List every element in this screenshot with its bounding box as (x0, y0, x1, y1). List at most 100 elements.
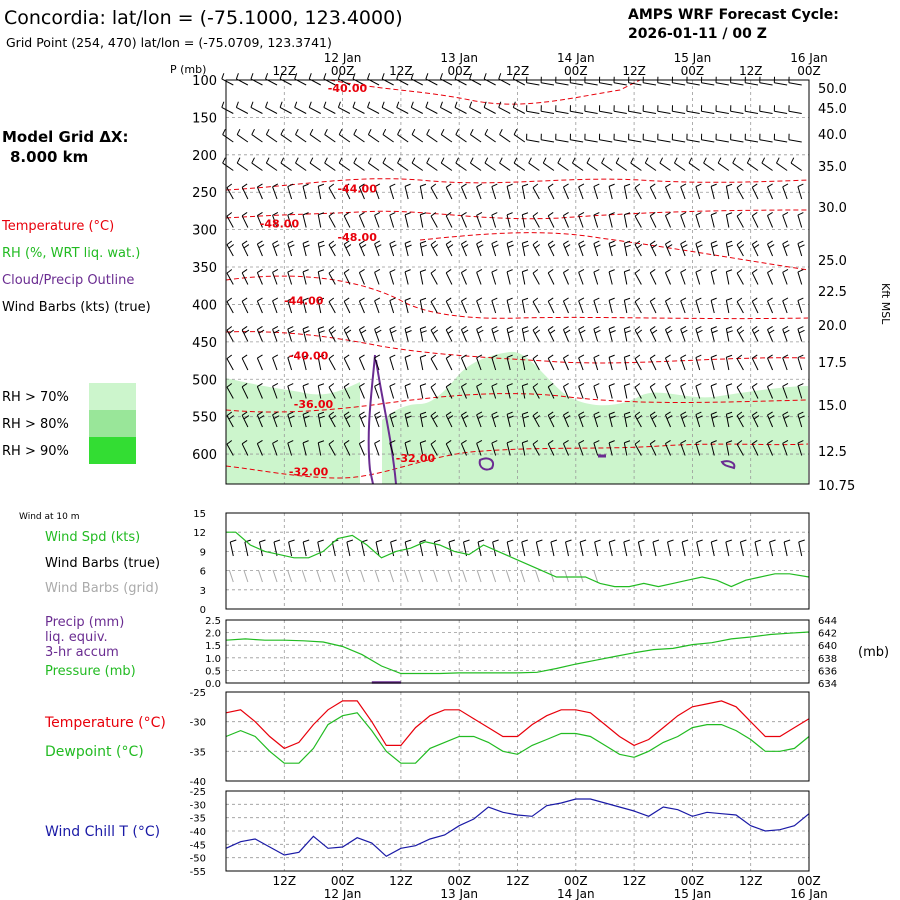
wind-barb-flag (454, 101, 458, 108)
wind-barb (725, 214, 730, 228)
wind-barb (295, 162, 307, 171)
wind-barb-flag (445, 297, 452, 302)
wind-barb (562, 186, 569, 200)
wind-barb-flag (367, 73, 371, 80)
wind-barb-flag (507, 330, 514, 334)
wind-barb-flag (649, 183, 656, 188)
wind-barb-flag (337, 73, 341, 80)
wind-barb (608, 357, 613, 371)
wind-barb (578, 329, 584, 342)
wind-barb (302, 271, 307, 285)
wind-barb-flag (302, 326, 309, 330)
wind-barb-flag (532, 269, 539, 274)
wind-barb-flag (593, 269, 600, 273)
surface-wind-barb (681, 541, 686, 557)
wind-barb-flag (624, 183, 631, 187)
wind-barb (797, 186, 803, 200)
wind-barb (266, 162, 278, 171)
wind-barb (578, 414, 584, 428)
wind-barb (343, 187, 351, 200)
wind-barb (328, 187, 336, 200)
cloud-outline (367, 354, 736, 485)
wind-barb (389, 357, 395, 371)
wind-barb (767, 272, 774, 285)
wind-barb (272, 215, 278, 228)
wind-barb (521, 243, 526, 257)
surface-wind-barb-flag (594, 539, 601, 543)
wind-barb (460, 300, 467, 314)
wind-barb (578, 186, 584, 200)
wind-barb-flag (532, 383, 539, 388)
wind-barb-flag (345, 415, 352, 420)
surface-wind-barb-flag (463, 539, 470, 543)
wind-barb (374, 300, 380, 314)
temperature-axis: -25 -30 -35 -40 (190, 688, 206, 788)
wind-barb-flag (547, 183, 554, 188)
wind-barb (328, 244, 336, 257)
wind-barb-flag (586, 157, 591, 164)
wind-barb-flag (768, 329, 775, 334)
wind-barb-flag (476, 440, 483, 444)
wind-barb (343, 358, 351, 371)
wind-barb-flag (767, 297, 773, 302)
wind-barb-flag (761, 157, 766, 164)
wind-barb (782, 243, 788, 257)
wind-barb-flag (287, 183, 294, 188)
surface-wind-barb-flag (579, 539, 587, 543)
wind-barb-flag (389, 183, 396, 188)
wind-barb-flag (265, 128, 270, 135)
precip-tick-label: 2.0 (205, 629, 221, 640)
wind-barb-flag (593, 326, 600, 330)
wind-barb (649, 443, 657, 456)
wind-chill-tick-label: -25 (190, 787, 206, 798)
wind-barb (324, 134, 336, 143)
wind-barb (710, 243, 715, 257)
wind-barb (317, 414, 322, 428)
wind-barb (256, 414, 263, 428)
wind-barb (703, 162, 715, 171)
wind-barb-flag (287, 440, 294, 444)
wind-barb-flag (420, 330, 427, 334)
wind-barb-flag (374, 183, 381, 188)
wind-barb (374, 414, 380, 428)
wind-barb (623, 414, 628, 428)
wind-barb-flag (382, 128, 387, 135)
wind-barb-flag (258, 244, 265, 249)
wind-barb-flag (455, 157, 459, 164)
precip-tick-label: 1.0 (205, 654, 221, 665)
wind-barb-flag (375, 415, 382, 419)
legend-wind-speed: Wind Spd (kts) (45, 530, 140, 545)
wind-barb (506, 385, 511, 399)
wind-barb-flag (461, 211, 467, 216)
wind-barb-flag (649, 240, 656, 245)
wind-barb (634, 272, 642, 285)
wind-barb-flag (396, 73, 400, 80)
wind-barb-flag (389, 297, 396, 302)
grid-wind-barb (476, 569, 482, 583)
wind-barb (476, 186, 482, 200)
wind-barb-flag (608, 326, 615, 330)
wind-barb-flag (352, 101, 356, 108)
wind-barb-flag (265, 157, 270, 164)
wind-barb-flag (522, 326, 529, 330)
wind-barb (302, 214, 307, 228)
grid-wind-barb (316, 569, 322, 583)
wind-barb-flag (522, 330, 529, 334)
wind-barb-flag (736, 440, 743, 445)
wind-barb-flag (318, 212, 325, 216)
wind-barb-flag (360, 415, 367, 420)
wind-barb-flag (228, 244, 235, 249)
wind-barb (256, 357, 263, 371)
wind-barb-flag (680, 383, 687, 387)
wind-barb (751, 329, 759, 342)
wind-barb-flag (476, 383, 483, 387)
wind-barb (506, 328, 511, 342)
wind-barb-flag (309, 157, 314, 164)
wind-barb-flag (499, 128, 503, 135)
wind-barb (767, 386, 774, 399)
wind-barb-flag (430, 183, 437, 189)
wind-barb-flag (476, 183, 483, 188)
wind-barb-flag (752, 212, 758, 217)
wind-barb (521, 357, 526, 371)
wind-barb (445, 386, 453, 399)
